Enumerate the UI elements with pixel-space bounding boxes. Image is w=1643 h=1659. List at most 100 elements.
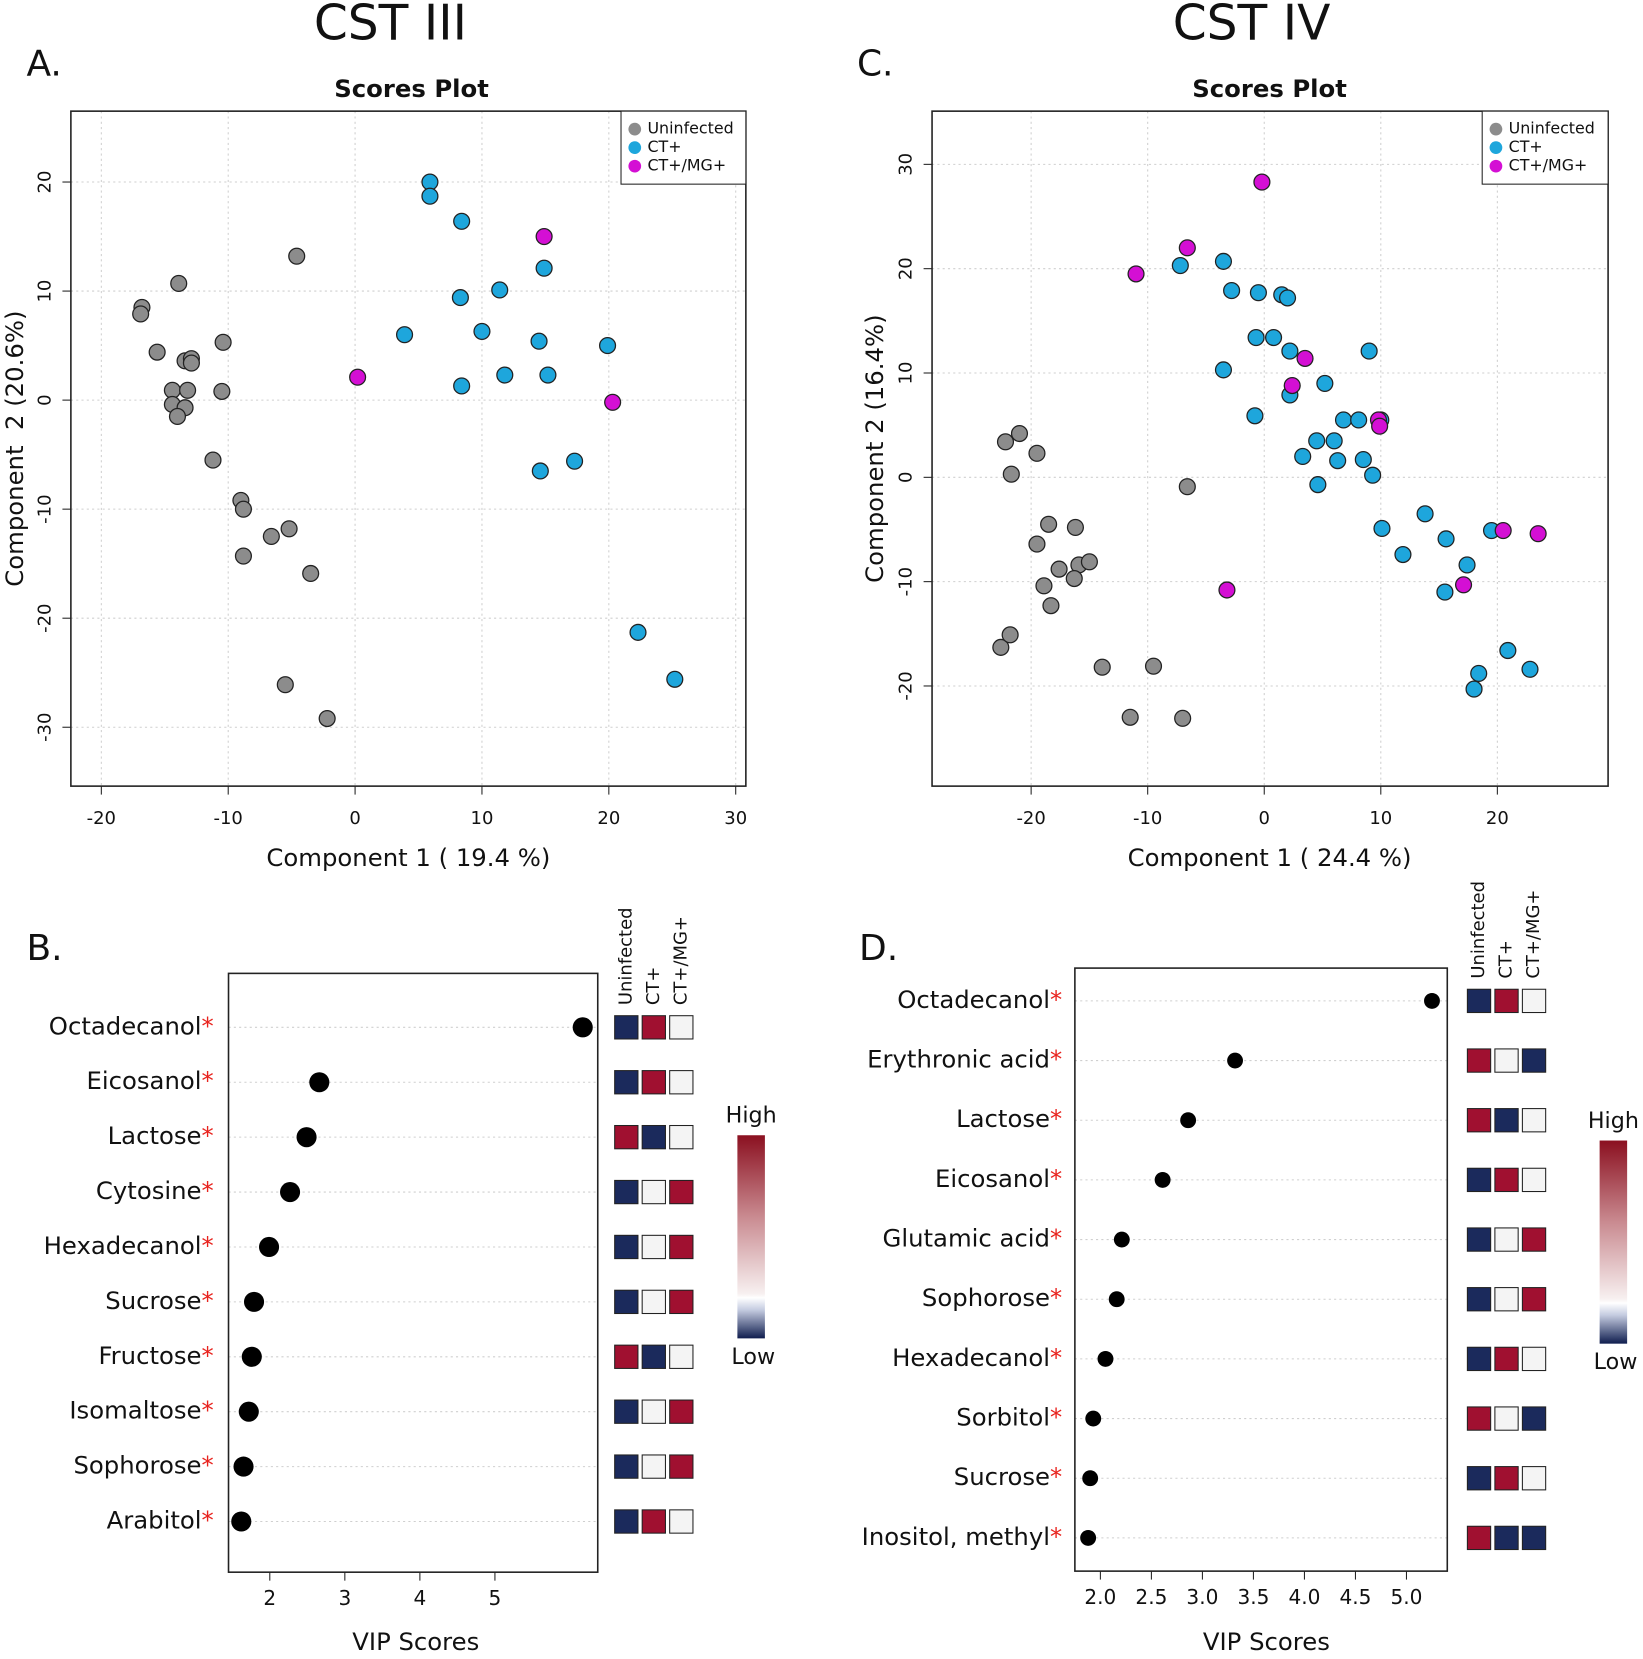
category-label: Cytosine* — [96, 1176, 214, 1205]
point — [1494, 521, 1512, 540]
vip-point — [1227, 1052, 1243, 1069]
x-axis-label: Component 1 ( 24.4 %) — [1128, 843, 1412, 872]
point — [1436, 583, 1454, 601]
y-tick-label: -20 — [896, 671, 917, 700]
point — [535, 259, 553, 277]
vip-point — [1097, 1350, 1114, 1367]
vip-point — [1180, 1112, 1197, 1129]
point — [1001, 626, 1019, 644]
point — [1171, 256, 1189, 275]
vip-point — [1080, 1529, 1097, 1546]
heat-cell — [1494, 1406, 1519, 1431]
point — [179, 381, 197, 399]
significance-marker: * — [1050, 1224, 1062, 1253]
x-tick-label: 10 — [1369, 808, 1392, 829]
heat-cell — [1521, 1227, 1547, 1252]
point — [473, 322, 491, 340]
x-tick-label: 3.5 — [1237, 1585, 1269, 1609]
point — [1246, 407, 1264, 425]
y-tick-label: 20 — [34, 171, 55, 194]
point — [1093, 658, 1111, 676]
significance-marker: * — [1050, 1522, 1062, 1551]
heat-cell — [1521, 1108, 1547, 1133]
point — [1214, 361, 1233, 379]
category-name: Lactose — [108, 1121, 202, 1150]
category-label: Sorbitol* — [956, 1403, 1062, 1432]
category-name: Cytosine — [96, 1176, 202, 1205]
category-label: Lactose* — [108, 1121, 214, 1150]
panel-label: D. — [859, 928, 898, 969]
heat-cell — [1521, 1346, 1547, 1372]
point — [666, 670, 684, 688]
point — [1499, 641, 1517, 660]
x-tick-label: 2 — [263, 1586, 276, 1610]
panel-heading: CST III — [314, 0, 467, 52]
point — [453, 212, 471, 230]
point — [1394, 545, 1412, 564]
panel-label: C. — [857, 44, 894, 85]
heat-cell — [1521, 1525, 1547, 1551]
significance-marker: * — [202, 1396, 214, 1425]
point — [992, 638, 1010, 656]
category-label: Hexadecanol* — [44, 1231, 214, 1260]
heat-cell — [1494, 1466, 1519, 1491]
point — [1035, 577, 1053, 595]
point — [1283, 376, 1301, 395]
point — [1281, 342, 1299, 360]
category-name: Fructose — [98, 1341, 201, 1370]
vip-point — [1108, 1291, 1125, 1308]
legend-box — [620, 110, 747, 185]
x-tick-label: 4.0 — [1288, 1585, 1320, 1609]
scale-high-label: High — [1588, 1108, 1639, 1134]
point — [1040, 515, 1058, 533]
point — [148, 343, 166, 361]
point — [1249, 284, 1267, 302]
significance-marker: * — [1050, 1403, 1062, 1432]
point — [1218, 581, 1236, 599]
category-name: Lactose — [956, 1104, 1050, 1133]
point — [349, 368, 367, 386]
x-tick-label: 2.5 — [1135, 1585, 1167, 1609]
y-tick-label: 0 — [34, 394, 55, 405]
heat-cell — [1466, 1346, 1492, 1372]
significance-marker: * — [1050, 985, 1062, 1014]
heat-cell — [641, 1399, 666, 1424]
vip-point — [296, 1127, 317, 1148]
y-axis-label: Component 2 (20.6%) — [0, 311, 29, 587]
vip-point — [1154, 1171, 1171, 1188]
point — [1080, 553, 1098, 571]
heat-cell — [614, 1234, 639, 1260]
heat-cell — [669, 1454, 694, 1479]
panel-label: B. — [26, 928, 62, 969]
plot-frame — [931, 110, 1609, 787]
vip-point — [1113, 1231, 1130, 1248]
point — [535, 227, 553, 246]
heat-cell — [1466, 1406, 1492, 1431]
point — [1178, 239, 1196, 257]
point — [395, 326, 414, 344]
point — [604, 393, 622, 411]
category-name: Octadecanol — [897, 985, 1050, 1014]
heat-cell — [641, 1179, 666, 1205]
x-tick-label: 30 — [724, 808, 747, 829]
point — [1028, 444, 1046, 462]
heat-cell — [614, 1289, 639, 1315]
x-tick-label: -20 — [87, 808, 116, 829]
point — [1028, 535, 1046, 553]
significance-marker: * — [202, 1286, 214, 1315]
point — [451, 289, 469, 307]
category-name: Arabitol — [107, 1506, 202, 1535]
panel-heading: CST IV — [1173, 0, 1331, 52]
x-tick-label: -20 — [1016, 808, 1045, 829]
vip-point — [1424, 992, 1440, 1009]
vip-point — [572, 1017, 593, 1038]
point — [1294, 447, 1312, 466]
point — [1373, 519, 1391, 538]
y-axis-label: Component 2 (16.4%) — [860, 314, 889, 582]
legend-swatch — [1489, 122, 1503, 136]
legend-label: Uninfected — [647, 119, 733, 138]
point — [1350, 411, 1368, 429]
x-tick-label: 20 — [1486, 808, 1509, 829]
heat-column-label: CT+ — [1496, 940, 1517, 979]
